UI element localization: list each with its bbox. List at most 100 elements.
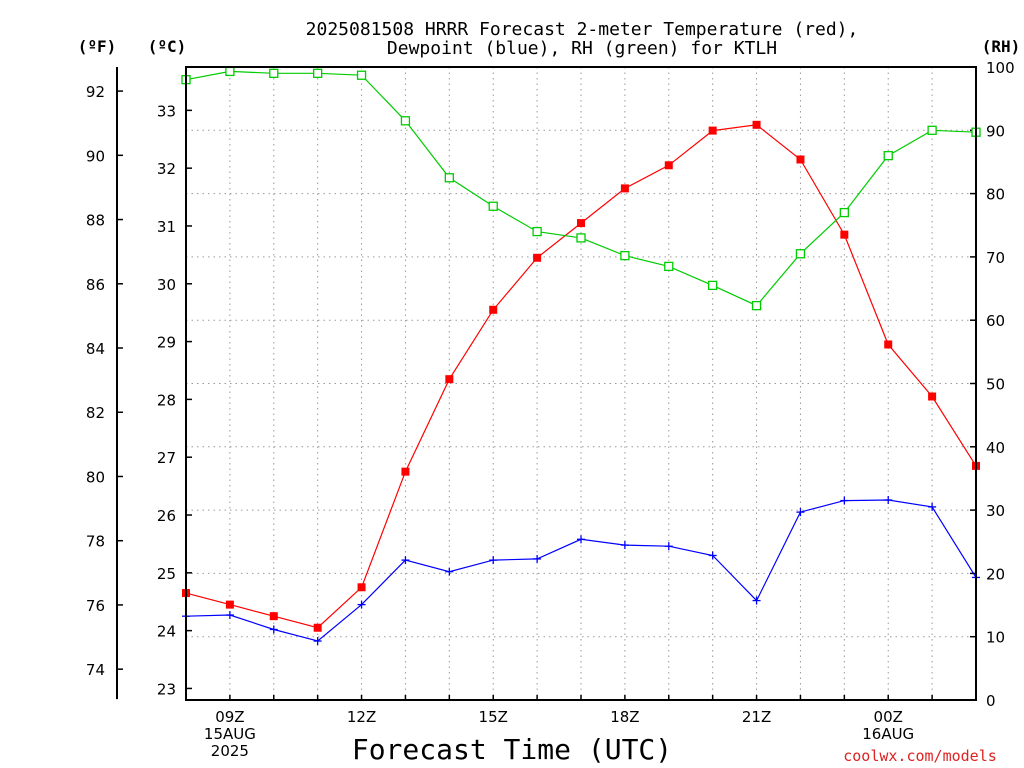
fahrenheit-tick-label: 88	[86, 212, 105, 230]
rh-point	[620, 250, 630, 261]
dewpoint-point	[533, 554, 542, 563]
celsius-tick-label: 25	[157, 565, 176, 583]
fahrenheit-tick-label: 86	[86, 276, 105, 294]
rh-point	[400, 116, 411, 126]
dewpoint-point	[664, 542, 673, 551]
rh-point	[795, 249, 806, 259]
temperature-point	[708, 126, 717, 135]
rh-tick-label: 0	[986, 692, 996, 710]
rh-tick-label: 60	[986, 312, 1005, 330]
x-tick-label: 21Z	[742, 708, 771, 726]
celsius-tick-label: 28	[157, 391, 176, 409]
rh-tick-label: 100	[986, 59, 1015, 77]
celsius-tick-label: 27	[157, 449, 176, 467]
fahrenheit-tick-label: 90	[86, 147, 105, 165]
celsius-tick-label: 33	[157, 102, 176, 120]
x-tick-label: 2025	[211, 742, 249, 760]
rh-tick-label: 50	[986, 376, 1005, 394]
dewpoint-point	[269, 625, 278, 634]
temperature-point	[884, 340, 893, 349]
rh-point	[488, 201, 498, 211]
rh-point	[576, 233, 586, 243]
rh-point	[751, 300, 762, 311]
dewpoint-point	[928, 502, 937, 511]
celsius-tick-label: 30	[157, 276, 176, 294]
dewpoint-point	[577, 535, 585, 544]
plot-frame	[185, 66, 977, 701]
dewpoint-point	[489, 556, 498, 565]
dewpoint-point	[708, 551, 717, 560]
chart-title-line2: Dewpoint (blue), RH (green) for KTLH	[387, 38, 777, 59]
dewpoint-point	[225, 611, 234, 620]
dewpoint-point	[840, 496, 849, 505]
temperature-point	[840, 230, 849, 239]
rh-point	[444, 173, 454, 183]
x-tick-label: 12Z	[347, 708, 376, 726]
temperature-point	[269, 612, 278, 621]
celsius-tick-label: 23	[157, 680, 176, 698]
rh-point	[269, 68, 279, 78]
fahrenheit-tick-label: 80	[86, 468, 105, 486]
celsius-tick-label: 26	[157, 507, 176, 525]
fahrenheit-tick-label: 76	[86, 597, 105, 615]
rh-point	[883, 150, 893, 161]
rh-tick-label: 10	[986, 629, 1005, 647]
dewpoint-point	[796, 508, 805, 517]
x-axis-label: Forecast Time (UTC)	[352, 733, 672, 766]
temperature-point	[489, 305, 498, 314]
x-tick-label: 00Z	[874, 708, 903, 726]
rh-tick-label: 90	[986, 122, 1005, 140]
rh-point	[664, 261, 674, 272]
axes: 74 76 78 80 82 84 86 88 90 92 23 24 25 26 27 28 29 30 31 32…	[86, 59, 1015, 760]
celsius-tick-label: 32	[157, 160, 176, 178]
series-layer	[181, 66, 981, 646]
dewpoint-point	[752, 596, 761, 605]
dewpoint-point	[357, 600, 366, 609]
x-tick-label: 16AUG	[862, 725, 914, 743]
rh-tick-label: 40	[986, 439, 1005, 457]
rh-point	[313, 68, 323, 78]
rh-tick-label: 20	[986, 565, 1005, 583]
temperature-point	[225, 600, 234, 609]
fahrenheit-tick-label: 74	[86, 661, 105, 679]
temperature-point	[752, 120, 761, 129]
temperature-point	[796, 155, 805, 164]
fahrenheit-tick-label: 92	[86, 83, 105, 101]
temperature-point	[445, 375, 454, 384]
temperature-point	[928, 392, 937, 401]
temperature-point	[533, 253, 542, 262]
dewpoint-point	[884, 495, 893, 504]
rh-tick-label: 30	[986, 502, 1005, 520]
rh-point	[927, 125, 937, 135]
x-tick-label: 15Z	[479, 708, 508, 726]
dewpoint-point	[445, 567, 454, 576]
temperature-point	[313, 623, 322, 632]
fahrenheit-unit-label: (ºF)	[78, 37, 117, 56]
celsius-unit-label: (ºC)	[148, 37, 187, 56]
rh-tick-label: 80	[986, 186, 1005, 204]
rh-point	[532, 226, 542, 237]
credit-label: coolwx.com/models	[843, 747, 997, 765]
rh-unit-label: (RH)	[982, 37, 1021, 56]
series-line-dewpoint	[185, 499, 977, 642]
rh-tick-label: 70	[986, 249, 1005, 267]
temperature-point	[664, 161, 673, 170]
celsius-tick-label: 24	[157, 623, 176, 641]
rh-point	[708, 280, 718, 291]
temperature-point	[357, 583, 366, 592]
temperature-point	[620, 184, 629, 193]
x-tick-label: 18Z	[610, 708, 639, 726]
grid-lines	[186, 67, 976, 700]
celsius-tick-label: 29	[157, 334, 176, 352]
x-tick-label: 09Z	[215, 708, 244, 726]
rh-point	[356, 70, 367, 80]
rh-point	[225, 66, 235, 77]
fahrenheit-tick-label: 82	[86, 404, 105, 422]
fahrenheit-tick-label: 84	[86, 340, 105, 358]
rh-point	[839, 207, 849, 218]
dewpoint-point	[401, 556, 410, 565]
celsius-tick-label: 31	[157, 218, 176, 236]
x-tick-label: 15AUG	[204, 725, 256, 743]
temperature-point	[401, 467, 410, 476]
